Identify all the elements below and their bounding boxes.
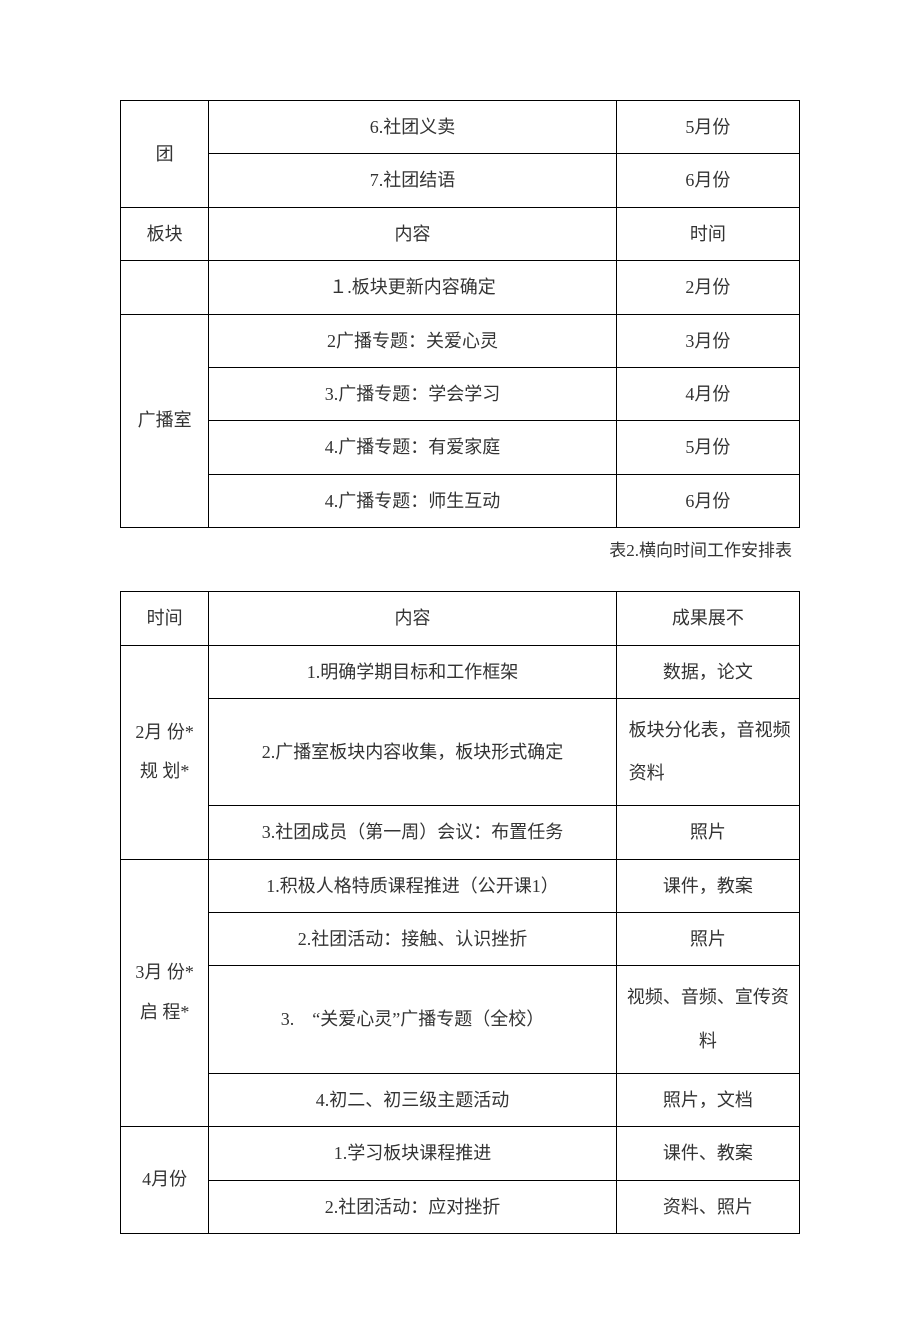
result-cell: 课件，教案: [616, 859, 799, 912]
content-cell: 7.社团结语: [209, 154, 616, 207]
time-period-cell: 4月份: [121, 1127, 209, 1234]
content-cell: 3.社团成员（第一周）会议：布置任务: [209, 806, 616, 859]
content-cell: 3. “关爱心灵”广播专题（全校）: [209, 966, 616, 1073]
table-row: 4.广播专题：有爱家庭 5月份: [121, 421, 800, 474]
table-caption: 表2.横向时间工作安排表: [120, 536, 800, 561]
content-cell: 1.明确学期目标和工作框架: [209, 645, 616, 698]
table-row: 3.广播专题：学会学习 4月份: [121, 367, 800, 420]
content-cell: 2.广播室板块内容收集，板块形式确定: [209, 698, 616, 805]
time-cell: 5月份: [616, 421, 799, 474]
time-cell: 6月份: [616, 474, 799, 527]
content-cell: 1.学习板块课程推进: [209, 1127, 616, 1180]
table-row: 4月份 1.学习板块课程推进 课件、教案: [121, 1127, 800, 1180]
content-cell: 4.广播专题：师生互动: [209, 474, 616, 527]
table-row: 广播室 2广播专题：关爱心灵 3月份: [121, 314, 800, 367]
result-cell: 课件、教案: [616, 1127, 799, 1180]
content-cell: 4.初二、初三级主题活动: [209, 1073, 616, 1126]
header-cell: 时间: [121, 592, 209, 645]
time-cell: 5月份: [616, 101, 799, 154]
header-cell: 板块: [121, 207, 209, 260]
result-cell: 板块分化表，音视频资料: [616, 698, 799, 805]
table-row: 7.社团结语 6月份: [121, 154, 800, 207]
content-cell: 6.社团义卖: [209, 101, 616, 154]
result-cell: 数据，论文: [616, 645, 799, 698]
result-cell: 照片: [616, 913, 799, 966]
table-row: 4.初二、初三级主题活动 照片，文档: [121, 1073, 800, 1126]
table-row: １.板块更新内容确定 2月份: [121, 261, 800, 314]
table-row: 3. “关爱心灵”广播专题（全校） 视频、音频、宣传资料: [121, 966, 800, 1073]
time-period-cell: 3月 份*启 程*: [121, 859, 209, 1127]
table-row: 4.广播专题：师生互动 6月份: [121, 474, 800, 527]
result-cell: 照片，文档: [616, 1073, 799, 1126]
category-cell: 广播室: [121, 314, 209, 528]
time-period-cell: 2月 份*规 划*: [121, 645, 209, 859]
table-row: 2.广播室板块内容收集，板块形式确定 板块分化表，音视频资料: [121, 698, 800, 805]
header-cell: 成果展不: [616, 592, 799, 645]
time-cell: 6月份: [616, 154, 799, 207]
result-cell: 资料、照片: [616, 1180, 799, 1233]
table-header-row: 时间 内容 成果展不: [121, 592, 800, 645]
time-cell: 3月份: [616, 314, 799, 367]
header-cell: 内容: [209, 207, 616, 260]
time-cell: 2月份: [616, 261, 799, 314]
category-cell: [121, 261, 209, 314]
header-cell: 时间: [616, 207, 799, 260]
result-cell: 照片: [616, 806, 799, 859]
content-cell: 3.广播专题：学会学习: [209, 367, 616, 420]
content-cell: 4.广播专题：有爱家庭: [209, 421, 616, 474]
table-row: 团 6.社团义卖 5月份: [121, 101, 800, 154]
table-row: 2.社团活动：接触、认识挫折 照片: [121, 913, 800, 966]
category-cell: 团: [121, 101, 209, 208]
time-cell: 4月份: [616, 367, 799, 420]
result-cell: 视频、音频、宣传资料: [616, 966, 799, 1073]
table-header-row: 板块 内容 时间: [121, 207, 800, 260]
table-row: 2.社团活动：应对挫折 资料、照片: [121, 1180, 800, 1233]
content-cell: 1.积极人格特质课程推进（公开课1）: [209, 859, 616, 912]
content-cell: １.板块更新内容确定: [209, 261, 616, 314]
content-cell: 2广播专题：关爱心灵: [209, 314, 616, 367]
content-cell: 2.社团活动：应对挫折: [209, 1180, 616, 1233]
schedule-table-1: 团 6.社团义卖 5月份 7.社团结语 6月份 板块 内容 时间 １.板块更新内…: [120, 100, 800, 528]
table-row: 3.社团成员（第一周）会议：布置任务 照片: [121, 806, 800, 859]
header-cell: 内容: [209, 592, 616, 645]
table-row: 3月 份*启 程* 1.积极人格特质课程推进（公开课1） 课件，教案: [121, 859, 800, 912]
table-row: 2月 份*规 划* 1.明确学期目标和工作框架 数据，论文: [121, 645, 800, 698]
schedule-table-2: 时间 内容 成果展不 2月 份*规 划* 1.明确学期目标和工作框架 数据，论文…: [120, 591, 800, 1234]
content-cell: 2.社团活动：接触、认识挫折: [209, 913, 616, 966]
